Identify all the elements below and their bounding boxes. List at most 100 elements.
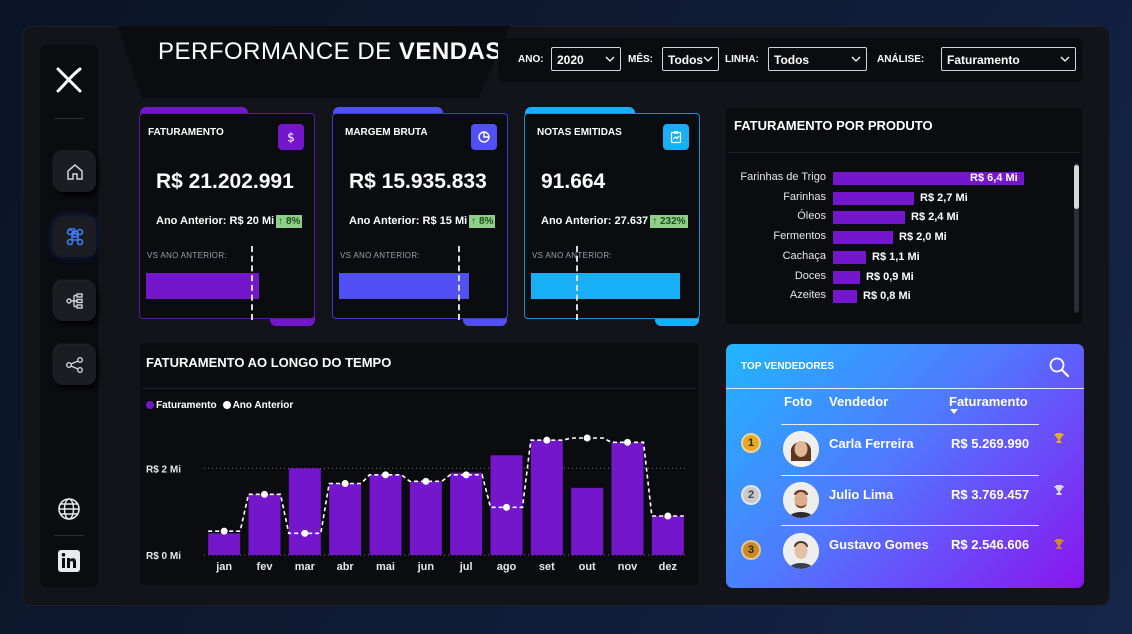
product-label: Óleos — [797, 210, 826, 223]
clipboard-icon — [670, 131, 682, 144]
kpi-badge — [663, 124, 689, 150]
product-bar[interactable] — [833, 250, 866, 264]
title-notch — [118, 26, 510, 98]
month-bar[interactable] — [450, 472, 483, 555]
sidebar-item-share[interactable] — [54, 345, 96, 385]
sort-desc-icon[interactable] — [949, 408, 959, 416]
kpi-value: 91.664 — [541, 170, 606, 193]
kpi-value: R$ 15.935.833 — [349, 170, 487, 193]
chevron-down-icon — [703, 56, 713, 62]
month-select-value: Todos — [668, 53, 704, 67]
product-bar[interactable] — [833, 211, 905, 225]
month-bar[interactable] — [611, 442, 644, 555]
kpi-badge: $ — [278, 124, 304, 150]
kpi-vs-label: VS ANO ANTERIOR: — [340, 251, 420, 260]
month-bar[interactable] — [248, 494, 281, 555]
linkedin-icon[interactable] — [56, 548, 82, 574]
month-filter-label: MÊS: — [628, 54, 653, 65]
month-select[interactable]: Todos — [662, 47, 719, 71]
avatar — [783, 533, 819, 569]
month-bar[interactable] — [651, 516, 684, 555]
trophy-icon — [1054, 485, 1064, 495]
product-bar[interactable] — [833, 270, 860, 284]
product-value-label: R$ 1,1 Mi — [872, 250, 920, 263]
col-header-photo[interactable]: Foto — [784, 394, 813, 409]
sidebar-item-command[interactable] — [54, 217, 96, 257]
x-tick-label: fev — [257, 561, 274, 573]
kpi-pct-badge: ↑ 232% — [650, 215, 688, 228]
sidebar-item-home[interactable] — [54, 152, 96, 192]
sidebar-item-hierarchy[interactable] — [54, 281, 96, 321]
previous-year-point — [382, 471, 389, 479]
product-bar[interactable] — [833, 290, 857, 304]
panel-divider — [728, 152, 1080, 153]
line-select[interactable]: Todos — [768, 47, 867, 71]
month-bar[interactable] — [369, 474, 402, 555]
scrollbar-thumb[interactable] — [1074, 165, 1079, 209]
product-bar[interactable] — [833, 231, 893, 245]
analysis-select[interactable]: Faturamento — [941, 47, 1076, 71]
kpi-title: FATURAMENTO — [148, 127, 224, 138]
kpi-reference-line — [576, 246, 578, 320]
x-tick-label: set — [539, 561, 555, 573]
rank-medal: 2 — [741, 485, 761, 505]
previous-year-point — [301, 529, 309, 537]
product-label: Fermentos — [773, 230, 826, 243]
product-label: Farinhas — [783, 190, 826, 203]
month-bar[interactable] — [329, 483, 362, 556]
panel-divider — [142, 388, 696, 389]
kpi-card-invoices: NOTAS EMITIDAS 91.664 Ano Anterior: 27.6… — [524, 113, 700, 320]
product-bar[interactable] — [833, 191, 914, 205]
product-value-label: R$ 2,4 Mi — [911, 211, 959, 224]
pie-icon — [478, 131, 490, 143]
legend-swatch — [222, 401, 231, 409]
legend-item-revenue: Faturamento — [146, 400, 217, 411]
year-select-value: 2020 — [557, 53, 584, 67]
analysis-filter-label: ANÁLISE: — [877, 54, 925, 65]
sidebar-divider — [54, 535, 84, 536]
globe-icon[interactable] — [56, 496, 82, 522]
row-divider — [781, 525, 1039, 526]
seller-revenue: R$ 5.269.990 — [951, 436, 1030, 451]
month-bar[interactable] — [530, 440, 563, 555]
home-icon — [67, 164, 83, 180]
kpi-vs-label: VS ANO ANTERIOR: — [147, 251, 227, 260]
y-tick-label: R$ 0 Mi — [146, 551, 181, 562]
col-header-seller[interactable]: Vendedor — [829, 394, 889, 409]
hierarchy-icon — [66, 293, 83, 309]
previous-year-point — [422, 477, 430, 485]
previous-year-line — [208, 437, 684, 535]
product-label: Farinhas de Trigo — [740, 171, 826, 183]
dollar-icon: $ — [287, 131, 295, 145]
kpi-title: NOTAS EMITIDAS — [537, 127, 622, 138]
rank-medal: 1 — [741, 433, 761, 453]
search-icon[interactable] — [1048, 356, 1070, 378]
previous-year-point — [503, 503, 510, 511]
kpi-pct-badge: ↑ 8% — [276, 215, 303, 228]
seller-name: Julio Lima — [829, 487, 894, 502]
line-select-value: Todos — [774, 53, 810, 67]
sellers-title: TOP VENDEDORES — [741, 361, 834, 372]
product-label: Azeites — [789, 289, 826, 302]
sidebar-divider — [54, 118, 84, 119]
month-bar[interactable] — [571, 487, 604, 555]
product-value-label: R$ 2,0 Mi — [899, 231, 947, 244]
col-header-revenue[interactable]: Faturamento — [949, 394, 1028, 409]
kpi-value: R$ 21.202.991 — [156, 170, 294, 193]
chevron-down-icon — [1060, 56, 1070, 62]
seller-name: Carla Ferreira — [829, 436, 914, 451]
scrollbar-track[interactable] — [1074, 163, 1079, 313]
kpi-progress-bar — [146, 273, 259, 299]
year-select[interactable]: 2020 — [551, 47, 621, 71]
month-bar[interactable] — [208, 533, 241, 555]
seller-name: Gustavo Gomes — [829, 537, 929, 552]
kpi-reference-line — [458, 246, 460, 320]
x-tick-label: ago — [497, 561, 517, 573]
month-bar[interactable] — [409, 481, 442, 555]
row-divider — [781, 475, 1039, 476]
top-sellers-panel: TOP VENDEDORES Foto Vendedor Faturamento… — [726, 344, 1084, 588]
product-bar[interactable] — [833, 172, 1024, 185]
time-panel-title: FATURAMENTO AO LONGO DO TEMPO — [146, 355, 392, 370]
month-bar[interactable] — [288, 468, 321, 555]
x-tick-label: jul — [459, 561, 473, 573]
